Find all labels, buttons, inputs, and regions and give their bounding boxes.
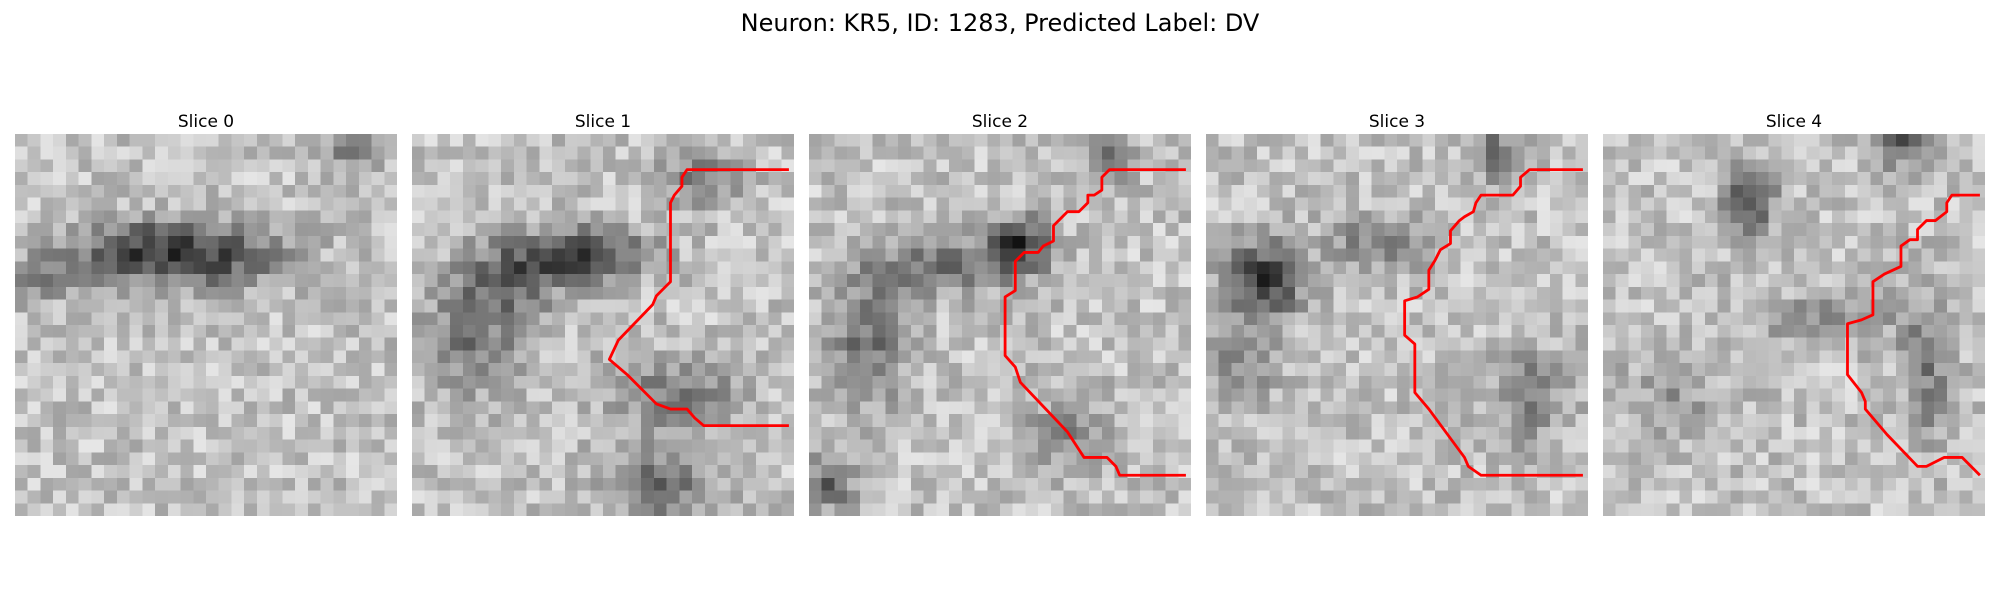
segmentation-outline [1403,168,1583,477]
segmentation-outline [1003,168,1186,477]
slice-outline-overlay [1846,193,1981,477]
slice-panel-3: Slice 3 [1206,108,1588,516]
slice-outline-overlay [1403,168,1583,477]
slice-outline-overlay [1003,168,1186,477]
slice-panel-4: Slice 4 [1603,108,1985,516]
slice-outline-overlay [15,134,397,516]
slice-title: Slice 3 [1368,112,1426,132]
slice-title: Slice 2 [971,112,1029,132]
segmentation-outline [607,168,789,427]
slice-title: Slice 4 [1765,112,1823,132]
slice-panel-2: Slice 2 [809,108,1191,516]
slice-image [15,134,397,516]
slice-image [412,134,794,516]
slice-outline-overlay [607,168,789,427]
slice-image [1206,134,1588,516]
slice-image [1603,134,1985,516]
figure-title: Neuron: KR5, ID: 1283, Predicted Label: … [740,9,1260,37]
slice-image [809,134,1191,516]
segmentation-outline [1846,193,1981,477]
slice-title: Slice 1 [574,112,632,132]
slice-panel-0: Slice 0 [15,108,397,516]
slice-title: Slice 0 [177,112,235,132]
slice-panel-1: Slice 1 [412,108,794,516]
